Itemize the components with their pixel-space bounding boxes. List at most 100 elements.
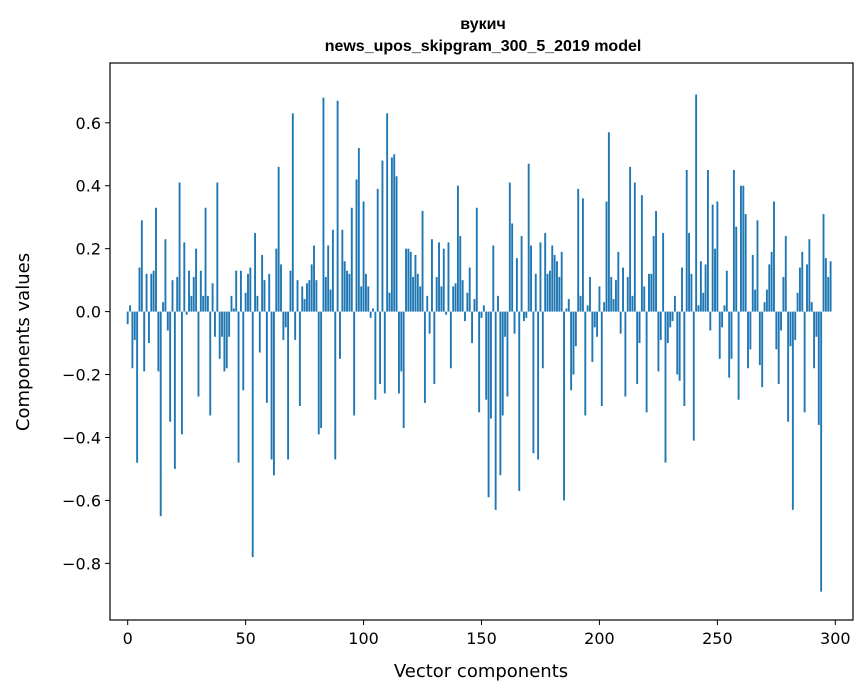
bar [169, 311, 172, 422]
bar [681, 267, 683, 312]
bar [770, 251, 773, 312]
bar [421, 210, 424, 312]
bar [487, 311, 490, 498]
bar [768, 264, 771, 312]
bar [773, 201, 775, 312]
bar [798, 267, 801, 312]
bar [586, 305, 589, 312]
bar [820, 311, 823, 592]
bar [390, 157, 393, 312]
bar [249, 267, 252, 312]
bar [190, 295, 193, 312]
bar [454, 283, 457, 312]
bar [379, 311, 382, 384]
bar [159, 311, 162, 517]
bar [419, 286, 422, 312]
bar [310, 264, 313, 312]
bar [794, 311, 797, 340]
bar [716, 201, 719, 312]
bar [636, 311, 639, 384]
bar [393, 154, 396, 312]
y-tick-label: −0.4 [62, 428, 101, 447]
bar [216, 182, 219, 312]
bar [669, 311, 672, 328]
bar [791, 311, 794, 510]
bar [581, 198, 584, 312]
bar [754, 289, 757, 312]
bar [235, 270, 238, 312]
bar [504, 311, 507, 337]
bar [166, 311, 169, 331]
bar [652, 236, 655, 312]
bar [466, 292, 469, 312]
bar [692, 311, 695, 441]
y-tick-label: 0.4 [76, 177, 101, 196]
bar [317, 311, 320, 435]
bar [221, 311, 223, 337]
bar [320, 311, 323, 429]
bar [539, 242, 542, 312]
bar [553, 254, 556, 312]
bar [789, 311, 792, 347]
bar-series [126, 94, 832, 592]
bar [364, 273, 367, 312]
bar [808, 239, 811, 312]
bar [475, 207, 478, 312]
bar [572, 311, 575, 375]
bar [556, 261, 558, 312]
x-axis-label: Vector components [394, 661, 568, 682]
bar [591, 311, 594, 362]
y-axis: −0.8 −0.6 −0.4 −0.2 0.0 0.2 0.4 0.6 [62, 114, 110, 573]
bar [810, 302, 813, 312]
bar [188, 270, 190, 312]
bar [414, 254, 417, 312]
bar [619, 311, 622, 334]
bar [695, 94, 698, 312]
bar [431, 239, 433, 312]
bar [449, 311, 452, 369]
bar [435, 276, 438, 312]
bar [298, 311, 301, 407]
bar [381, 160, 384, 312]
bar [324, 276, 327, 312]
bar [237, 311, 240, 463]
bar [709, 311, 712, 331]
bar [650, 273, 653, 312]
bar [296, 280, 299, 312]
bar [341, 229, 344, 312]
bar [386, 113, 389, 312]
y-tick-label: 0.0 [76, 303, 101, 322]
bar [313, 245, 315, 312]
bar [195, 248, 198, 312]
bar [657, 311, 660, 372]
bar [277, 166, 280, 312]
bar [624, 311, 627, 397]
bar [589, 276, 591, 312]
bar [282, 311, 285, 340]
bar [803, 311, 806, 413]
bar [740, 185, 742, 312]
bar [464, 311, 466, 322]
bar [574, 311, 577, 347]
bar [548, 270, 551, 312]
bar [459, 236, 462, 312]
bar [706, 169, 709, 312]
bar [258, 311, 261, 353]
bar [518, 311, 521, 491]
bar [737, 311, 740, 400]
bar [551, 245, 554, 312]
bar [655, 210, 657, 312]
bar [744, 214, 747, 312]
y-tick-label: 0.6 [76, 114, 101, 133]
bar [664, 311, 667, 463]
bar [204, 207, 207, 312]
bar [369, 311, 372, 318]
bar [185, 311, 188, 315]
bar [600, 311, 603, 407]
bar [209, 311, 212, 416]
bar [546, 273, 549, 312]
bar [506, 311, 509, 397]
bar [643, 286, 646, 312]
bar [784, 236, 787, 312]
